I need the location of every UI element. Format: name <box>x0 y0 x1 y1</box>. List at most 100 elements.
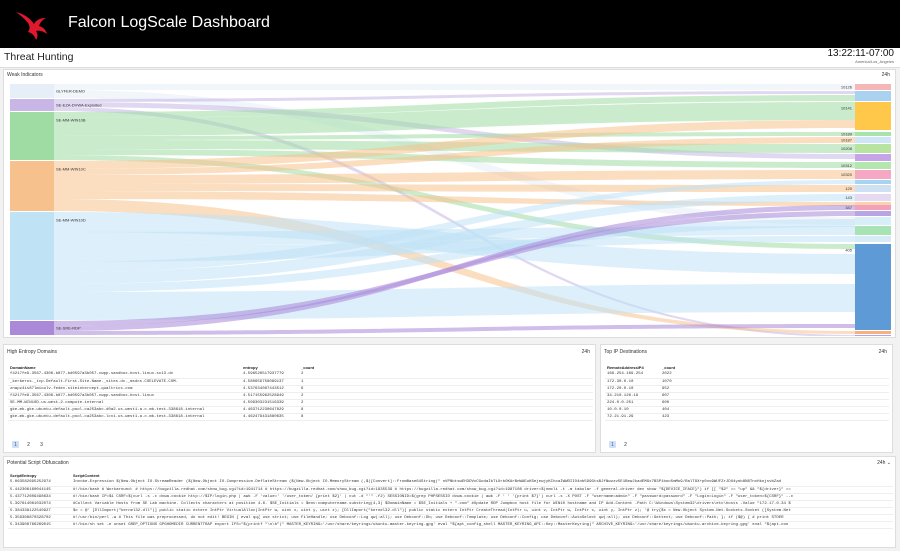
sankey-target-node[interactable] <box>855 236 891 242</box>
sankey-source-node[interactable] <box>10 212 54 320</box>
table-cell: f4217fe9-3567-4306-b877-bd0597a3b057-cwp… <box>8 371 241 379</box>
sankey-link[interactable] <box>54 102 855 136</box>
table-row[interactable]: _kerberos._tcp.Default-First-Site-Name._… <box>8 378 593 386</box>
page-button[interactable]: 2 <box>624 441 627 448</box>
sankey-chart[interactable]: GLYFER-DEMO SE-EZA-DVWA-Exploited SE-MM-WI… <box>10 84 891 336</box>
sankey-link[interactable] <box>54 219 855 292</box>
table-row[interactable]: 5.437712609498634 #!/bin/bash IP=$1 CSRF=… <box>8 493 893 501</box>
table-row[interactable]: f4217fe9-3567-4306-b877-bd0597a3b057-cwp… <box>8 371 593 379</box>
sankey-link[interactable] <box>54 170 855 184</box>
column-header[interactable]: _count <box>301 365 315 370</box>
page-button[interactable]: 1 <box>609 441 616 448</box>
sankey-source-node[interactable] <box>10 321 54 335</box>
column-header[interactable]: entropy <box>243 365 258 370</box>
sankey-source-node[interactable] <box>10 161 54 211</box>
sankey-target-node[interactable] <box>855 202 891 206</box>
sankey-target-label: 143 <box>845 195 852 200</box>
table-container[interactable]: ScriptEntropy ScriptContent 5.0635826952… <box>8 472 893 548</box>
time-range-badge[interactable]: 24h ⌄ <box>877 460 891 466</box>
table-row[interactable]: 172.30.0.10 1070 <box>605 378 889 386</box>
table-row[interactable]: 10.0.0.10 404 <box>605 406 889 414</box>
column-header[interactable]: RemoteAddressIP4 <box>607 365 644 370</box>
table-cell: #!/bin/bash # Workaround: # https://bugz… <box>71 486 893 494</box>
sankey-target-node[interactable] <box>855 91 891 101</box>
sankey-target-node[interactable] <box>855 226 891 235</box>
sankey-source-node[interactable] <box>10 112 54 160</box>
sankey-target-node[interactable] <box>855 194 891 201</box>
sankey-target-node[interactable] <box>855 84 891 90</box>
falcon-logo-icon <box>16 12 47 40</box>
table-row[interactable]: gke-mb-gke-ubuntu-default-pool-ca253abc-… <box>8 406 593 414</box>
sankey-target-node[interactable] <box>855 170 891 179</box>
clock-timezone: America/Los_Angeles <box>855 59 894 64</box>
table-cell: 607 <box>660 392 889 400</box>
weak-indicators-panel[interactable]: Weak Indicators 24h GLYFER-DEMO SE-EZA-DV… <box>3 69 896 338</box>
table-cell: 2 <box>299 371 593 379</box>
sankey-target-node[interactable] <box>855 144 891 153</box>
sankey-link[interactable] <box>54 95 855 118</box>
column-header[interactable]: DomainName <box>10 365 36 370</box>
table-row[interactable]: 169.254.169.254 2022 <box>605 371 889 379</box>
sankey-target-node[interactable] <box>855 185 891 192</box>
table-row[interactable]: 5.442306160044145 #!/bin/bash # Workaroun… <box>8 486 893 494</box>
page-button[interactable]: 3 <box>40 441 43 448</box>
time-range-badge[interactable]: 24h <box>878 349 887 355</box>
sankey-source-label: SE-SRE-RDP <box>56 326 81 331</box>
sankey-source-label: SE-EZA-DVWA-Exploited <box>56 103 101 108</box>
sankey-link[interactable] <box>54 132 855 140</box>
sankey-target-node[interactable] <box>855 137 891 143</box>
sankey-target-node[interactable] <box>855 331 891 334</box>
table-row[interactable]: 5.384338122540927 $c = @' [DllImport("ker… <box>8 507 893 515</box>
table-row[interactable]: 5.063582695252974 Invoke-Expression $(New… <box>8 479 893 487</box>
sankey-link[interactable] <box>54 205 855 331</box>
table-row[interactable]: znapz4is87lmioulv-fedex.siteintercept.qu… <box>8 385 593 393</box>
table-cell: 8 <box>299 413 593 421</box>
sankey-link[interactable] <box>54 191 855 206</box>
table-row[interactable]: gke-mb-gke-ubuntu-default-pool-ca253abc-… <box>8 413 593 421</box>
sankey-target-node[interactable] <box>855 132 891 136</box>
time-range-badge[interactable]: 24h <box>581 349 590 355</box>
table-row[interactable]: SE-MM-WIN10D.us-west-2.compute.internal 4… <box>8 399 593 407</box>
page-button[interactable]: 2 <box>27 441 30 448</box>
sankey-target-node[interactable] <box>855 335 891 336</box>
sankey-target-node[interactable] <box>855 162 891 169</box>
sankey-link[interactable] <box>54 180 855 272</box>
column-header[interactable]: ScriptEntropy <box>10 473 37 478</box>
sankey-link[interactable] <box>54 84 855 90</box>
panel-title: Top IP Destinations <box>604 349 647 355</box>
page-button[interactable]: 1 <box>12 441 19 448</box>
column-header[interactable]: _count <box>662 365 676 370</box>
table-row[interactable]: 34.210.126.19 607 <box>605 392 889 400</box>
sankey-link[interactable] <box>54 120 855 169</box>
sankey-target-label: 347 <box>845 205 852 210</box>
sankey-target-node[interactable] <box>855 102 891 130</box>
column-header[interactable]: ScriptContent <box>73 473 100 478</box>
sankey-link[interactable] <box>54 102 855 159</box>
table-cell: 4.463712230647829 <box>241 406 299 414</box>
sankey-source-node[interactable] <box>10 84 54 98</box>
table-row[interactable]: 72.21.91.29 423 <box>605 413 889 421</box>
table-row[interactable]: f4217fe9-3567-4306-b877-bd0597a3b057-cwp… <box>8 392 593 400</box>
table-row[interactable]: 5.343908766269015 #!/bin/sh set -e unset … <box>8 521 893 529</box>
table-cell: 4.517155962528949 <box>241 392 299 400</box>
sankey-link[interactable] <box>54 91 855 102</box>
table-row[interactable]: 5.397614081032074 #Collect Variable Hosts… <box>8 500 893 508</box>
table-cell: 600 <box>660 399 889 407</box>
sankey-target-node[interactable] <box>855 244 891 330</box>
sankey-target-node[interactable] <box>855 205 891 210</box>
script-obfuscation-panel: Potential Script Obfuscation 24h ⌄ Scrip… <box>3 456 896 548</box>
time-range-badge[interactable]: 24h <box>881 72 890 78</box>
table-row[interactable]: 5.359308870328702 #!/usr/bin/perl -w # Th… <box>8 514 893 522</box>
sankey-target-node[interactable] <box>855 154 891 161</box>
sankey-link[interactable] <box>54 194 855 284</box>
table-cell: 4.462479431880635 <box>241 413 299 421</box>
sankey-target-node[interactable] <box>855 211 891 216</box>
sankey-target-node[interactable] <box>855 217 891 225</box>
table-row[interactable]: 224.0.0.251 600 <box>605 399 889 407</box>
sankey-link[interactable] <box>54 137 855 175</box>
table-row[interactable]: 172.20.0.10 952 <box>605 385 889 393</box>
sankey-source-node[interactable] <box>10 99 54 111</box>
sankey-link[interactable] <box>54 324 855 335</box>
sankey-target-node[interactable] <box>855 180 891 184</box>
